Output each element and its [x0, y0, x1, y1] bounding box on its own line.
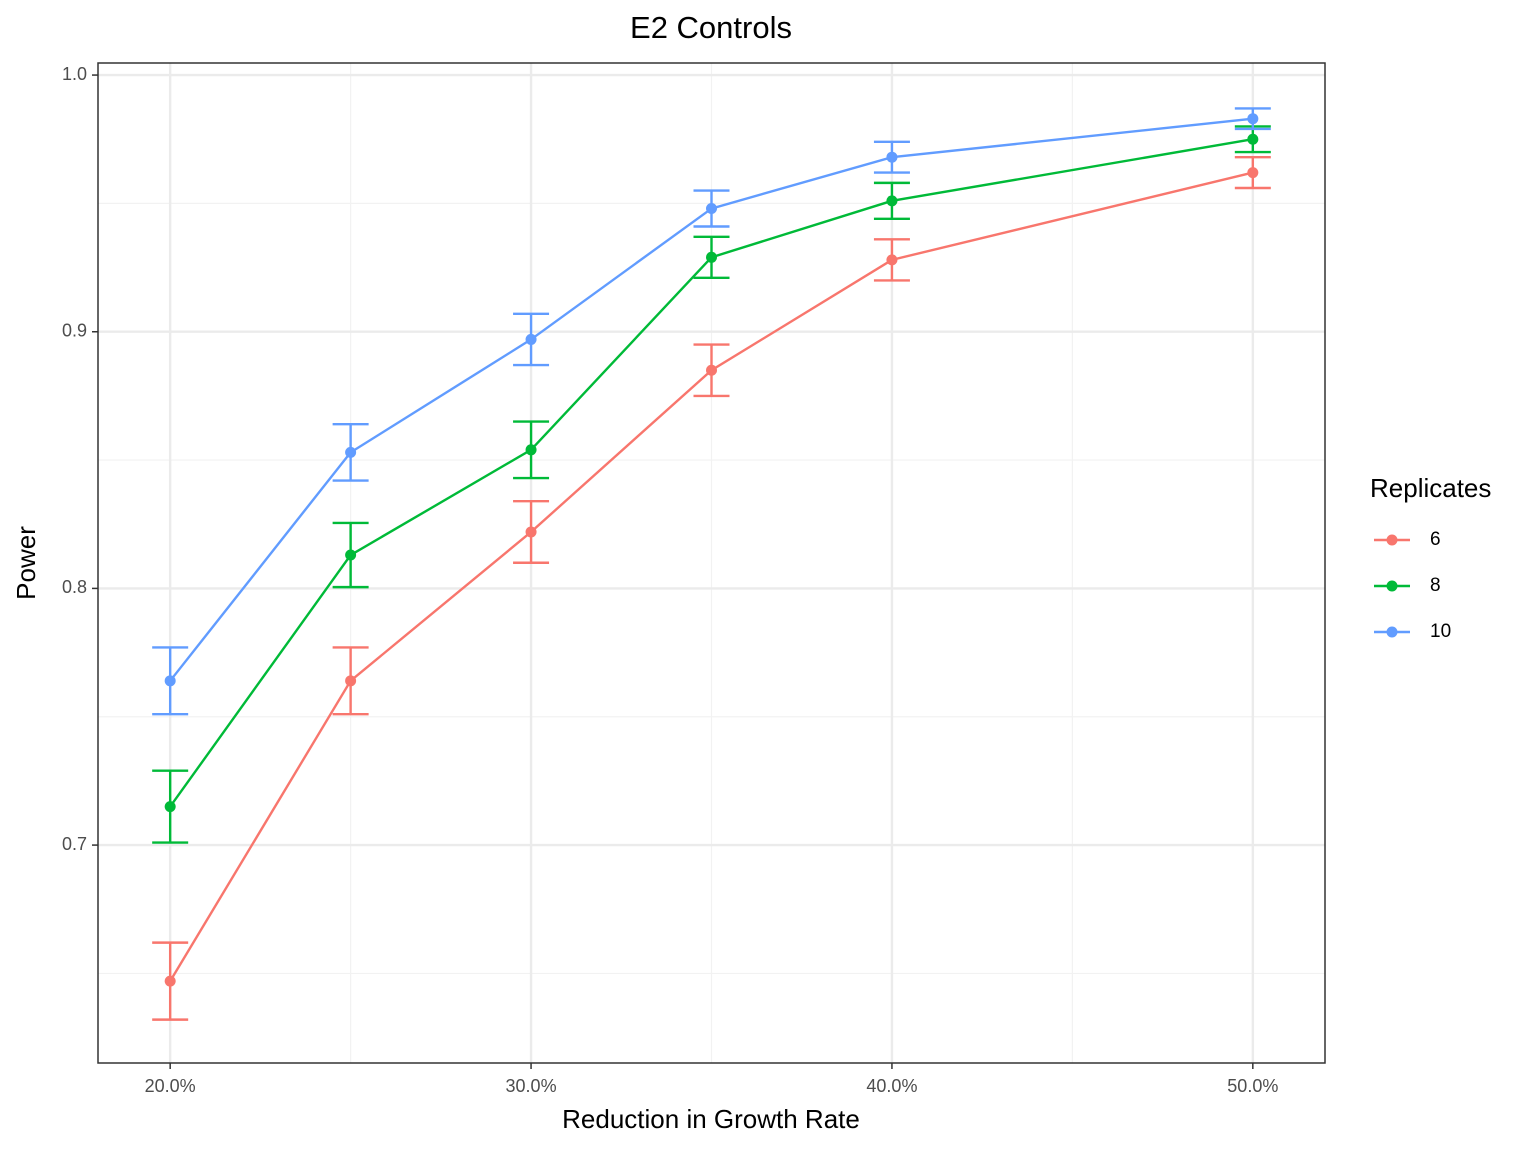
data-point [525, 333, 537, 345]
x-tick-label: 30.0% [506, 1076, 557, 1096]
data-point [886, 195, 898, 207]
data-point [525, 526, 537, 538]
plot-border [97, 62, 1326, 1064]
data-point [706, 251, 717, 263]
data-point [1247, 133, 1259, 145]
y-tick-label: 0.8 [62, 577, 87, 597]
legend-label: 8 [1430, 575, 1441, 596]
data-point [164, 975, 176, 987]
x-tick-label: 50.0% [1227, 1076, 1278, 1096]
data-point [1247, 167, 1259, 179]
y-tick-label: 1.0 [62, 64, 87, 84]
series-line [169, 171, 1254, 982]
data-point [345, 675, 357, 687]
legend-title: Replicates [1370, 473, 1491, 503]
series-line [169, 138, 1254, 808]
y-axis-title: Power [11, 526, 41, 600]
data-point [164, 801, 176, 813]
series-line [169, 117, 1253, 682]
legend-marker [1386, 534, 1398, 546]
legend-label: 6 [1430, 529, 1441, 550]
x-tick-label: 20.0% [145, 1076, 196, 1096]
legend-label: 10 [1430, 621, 1451, 642]
data-point [525, 444, 537, 456]
x-axis-title: Reduction in Growth Rate [562, 1104, 860, 1134]
data-point [886, 254, 898, 266]
legend-marker [1386, 626, 1398, 638]
data-point [1247, 113, 1259, 125]
data-point [345, 549, 357, 561]
data-point [164, 675, 176, 687]
y-tick-label: 0.9 [62, 320, 87, 340]
legend-marker [1386, 580, 1398, 592]
chart-title: E2 Controls [630, 10, 792, 45]
x-tick-label: 40.0% [866, 1076, 917, 1096]
data-point [345, 446, 357, 458]
data-point [706, 364, 717, 376]
data-point [886, 151, 898, 163]
data-point [706, 203, 717, 215]
y-tick-label: 0.7 [62, 834, 87, 854]
